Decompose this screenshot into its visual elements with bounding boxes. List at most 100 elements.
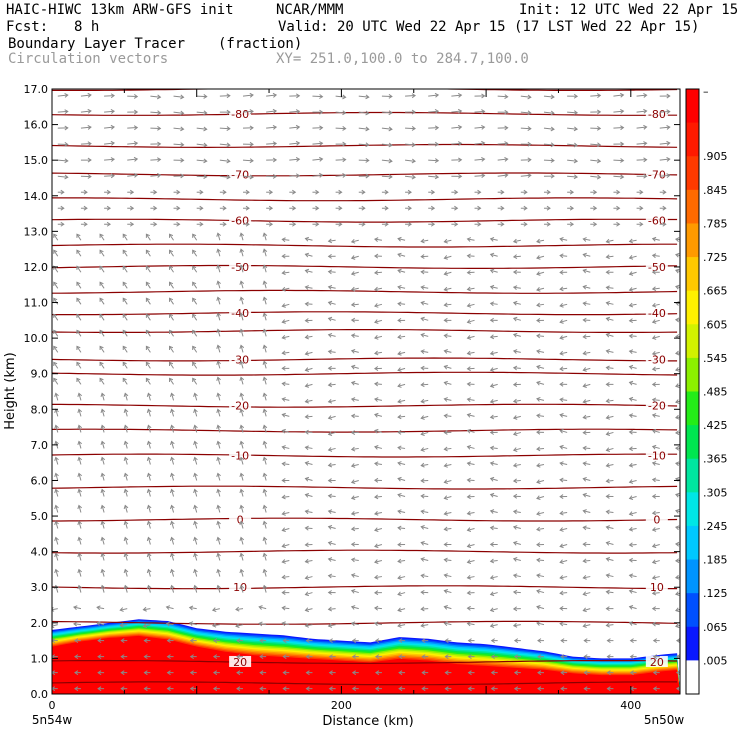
vector-head	[490, 686, 495, 692]
vector-head	[235, 606, 240, 612]
vector-shaft	[421, 399, 429, 403]
vector-shaft	[76, 330, 82, 337]
vector-shaft	[282, 335, 290, 339]
vector-shaft	[305, 608, 313, 611]
vector-shaft	[145, 378, 151, 385]
vector-shaft	[263, 345, 267, 353]
vector-head	[500, 189, 505, 195]
vector-head	[559, 590, 564, 596]
vector-head	[239, 440, 245, 446]
vector-head	[106, 189, 111, 195]
vector-head	[536, 255, 541, 260]
vector-head	[145, 377, 150, 382]
vector-shaft	[194, 473, 198, 481]
vector-head	[143, 686, 148, 692]
vector-shaft	[421, 286, 429, 289]
vector-head	[169, 584, 175, 590]
vector-shaft	[467, 287, 475, 290]
vector-shaft	[99, 266, 105, 273]
vector-head	[384, 189, 389, 195]
vector-shaft	[196, 175, 207, 178]
vector-shaft	[513, 463, 521, 467]
vector-head	[123, 424, 129, 430]
y-tick-label: 5.0	[31, 510, 49, 523]
vector-head	[319, 125, 324, 131]
vector-head	[536, 238, 541, 244]
vector-shaft	[675, 576, 680, 579]
vector-shaft	[374, 607, 382, 610]
temperature-contour	[52, 289, 678, 294]
vector-shaft	[78, 473, 82, 481]
vector-head	[64, 141, 69, 147]
vector-shaft	[374, 622, 383, 626]
vector-head	[122, 233, 127, 238]
vector-shaft	[421, 542, 429, 546]
vector-head	[512, 254, 518, 260]
vector-shaft	[335, 111, 346, 114]
vector-head	[239, 408, 245, 413]
vector-shaft	[145, 266, 151, 273]
vector-head	[489, 623, 495, 628]
vector-head	[374, 527, 379, 533]
vector-shaft	[583, 608, 591, 612]
vector-shaft	[240, 473, 244, 481]
vector-head	[628, 479, 634, 484]
vector-shaft	[53, 346, 59, 353]
vector-head	[327, 493, 333, 499]
vector-shaft	[652, 576, 660, 579]
vector-head	[365, 142, 370, 148]
vector-head	[146, 472, 152, 478]
vector-head	[559, 494, 564, 500]
vector-head	[527, 141, 532, 147]
vector-head	[397, 492, 402, 498]
vector-head	[304, 252, 310, 258]
vector-head	[466, 574, 472, 580]
vector-head	[388, 142, 393, 148]
vector-shaft	[73, 606, 82, 610]
vector-shaft	[305, 238, 313, 241]
vector-shaft	[351, 239, 359, 243]
vector-head	[304, 509, 309, 515]
vector-head	[596, 125, 602, 131]
vector-head	[120, 686, 125, 692]
vector-head	[662, 205, 667, 211]
vector-shaft	[242, 110, 254, 113]
vector-head	[350, 479, 356, 485]
vector-shaft	[398, 303, 406, 305]
vector-shaft	[374, 351, 382, 354]
vector-head	[458, 173, 463, 179]
vector-head	[365, 157, 370, 163]
vector-shaft	[127, 142, 138, 145]
vector-head	[489, 236, 495, 242]
vector-shaft	[652, 512, 660, 514]
vector-head	[100, 488, 106, 494]
vector-shaft	[240, 329, 244, 337]
vector-shaft	[606, 574, 614, 578]
vector-head	[573, 110, 579, 116]
vector-shaft	[497, 95, 508, 98]
vector-head	[605, 573, 610, 578]
vector-shaft	[421, 383, 429, 386]
vector-head	[328, 654, 333, 660]
vector-shaft	[381, 159, 392, 162]
vector-shaft	[99, 330, 105, 337]
vector-shaft	[328, 415, 336, 419]
vector-shaft	[405, 175, 416, 178]
vector-head	[374, 412, 379, 418]
vector-shaft	[652, 414, 660, 417]
vector-shaft	[560, 528, 568, 531]
vector-head	[420, 623, 425, 628]
colorbar-swatch	[686, 189, 699, 224]
vector-head	[374, 590, 379, 596]
vector-head	[295, 140, 301, 146]
vector-head	[477, 189, 482, 195]
vector-head	[262, 296, 268, 301]
vector-head	[467, 654, 472, 660]
vector-head	[142, 623, 147, 629]
vector-head	[559, 381, 564, 387]
vector-shaft	[659, 142, 670, 145]
vector-shaft	[675, 254, 680, 257]
vector-shaft	[217, 265, 221, 273]
vector-shaft	[513, 591, 521, 594]
vector-head	[304, 493, 310, 498]
